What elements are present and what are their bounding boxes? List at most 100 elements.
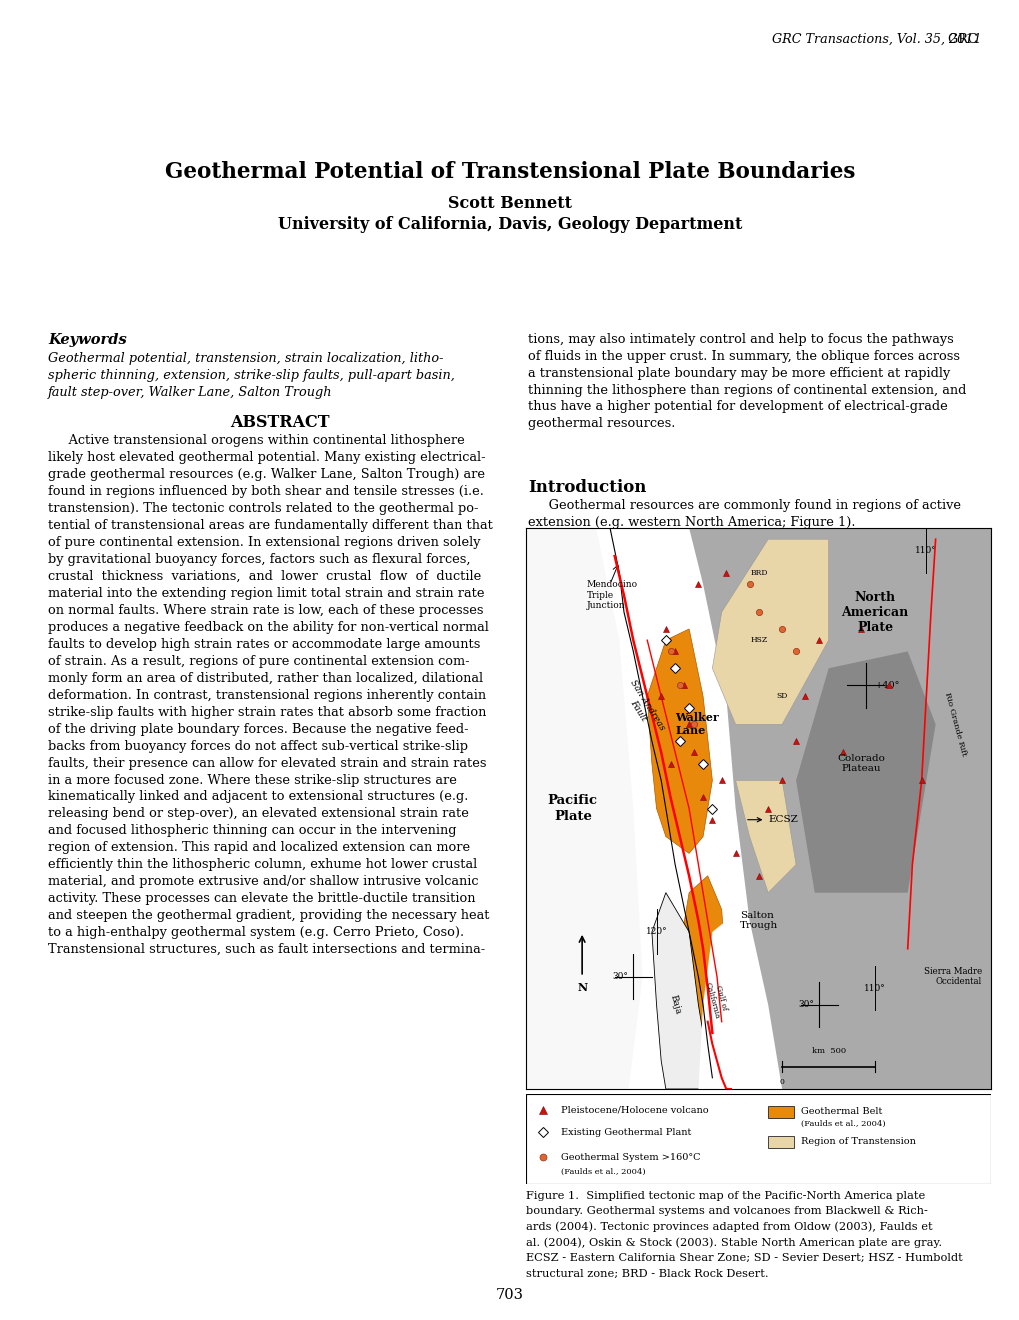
Text: to a high-enthalpy geothermal system (e.g. Cerro Prieto, Coso).: to a high-enthalpy geothermal system (e.… xyxy=(48,927,464,939)
Text: 120°: 120° xyxy=(645,928,666,936)
Text: North
American
Plate: North American Plate xyxy=(841,590,908,634)
Text: of pure continental extension. In extensional regions driven solely: of pure continental extension. In extens… xyxy=(48,536,480,549)
Text: BRD: BRD xyxy=(749,569,767,577)
Text: a transtensional plate boundary may be more efficient at rapidly: a transtensional plate boundary may be m… xyxy=(528,367,950,380)
Bar xyxy=(767,1106,793,1118)
Text: thinning the lithosphere than regions of continental extension, and: thinning the lithosphere than regions of… xyxy=(528,384,966,396)
Text: Figure 1.  Simplified tectonic map of the Pacific-North America plate: Figure 1. Simplified tectonic map of the… xyxy=(526,1191,924,1201)
Text: on normal faults. Where strain rate is low, each of these processes: on normal faults. Where strain rate is l… xyxy=(48,605,483,616)
Text: km  500: km 500 xyxy=(811,1047,845,1056)
Text: of the driving plate boundary forces. Because the negative feed-: of the driving plate boundary forces. Be… xyxy=(48,722,468,735)
Text: Existing Geothermal Plant: Existing Geothermal Plant xyxy=(560,1127,691,1137)
Polygon shape xyxy=(795,652,934,892)
Text: Colorado
Plateau: Colorado Plateau xyxy=(837,754,884,774)
Text: +40°: +40° xyxy=(874,681,900,689)
Text: SD: SD xyxy=(775,692,787,701)
Text: grade geothermal resources (e.g. Walker Lane, Salton Trough) are: grade geothermal resources (e.g. Walker … xyxy=(48,469,484,482)
Text: by gravitational buoyancy forces, factors such as flexural forces,: by gravitational buoyancy forces, factor… xyxy=(48,553,470,566)
Polygon shape xyxy=(651,892,707,1089)
Text: of strain. As a result, regions of pure continental extension com-: of strain. As a result, regions of pure … xyxy=(48,655,469,668)
Polygon shape xyxy=(647,630,711,854)
Text: Rio Grande Rift: Rio Grande Rift xyxy=(943,692,967,758)
Text: Scott Bennett: Scott Bennett xyxy=(447,195,572,213)
Text: boundary. Geothermal systems and volcanoes from Blackwell & Rich-: boundary. Geothermal systems and volcano… xyxy=(526,1206,927,1216)
Text: in a more focused zone. Where these strike-slip structures are: in a more focused zone. Where these stri… xyxy=(48,774,457,787)
Text: Mendocino
Triple
Junction: Mendocino Triple Junction xyxy=(586,581,637,610)
Text: Sierra Madre
Occidental: Sierra Madre Occidental xyxy=(923,968,981,986)
Text: activity. These processes can elevate the brittle-ductile transition: activity. These processes can elevate th… xyxy=(48,892,475,906)
Text: Geothermal Potential of Transtensional Plate Boundaries: Geothermal Potential of Transtensional P… xyxy=(165,161,854,183)
Text: San Andreas
Fault: San Andreas Fault xyxy=(619,678,665,737)
Text: Salton
Trough: Salton Trough xyxy=(740,911,777,931)
Text: geothermal resources.: geothermal resources. xyxy=(528,417,675,430)
Text: deformation. In contrast, transtensional regions inherently contain: deformation. In contrast, transtensional… xyxy=(48,689,486,702)
Polygon shape xyxy=(679,876,726,1032)
Text: GRC Transactions, Vol. 35, 2011: GRC Transactions, Vol. 35, 2011 xyxy=(771,33,980,46)
Text: crustal  thickness  variations,  and  lower  crustal  flow  of  ductile: crustal thickness variations, and lower … xyxy=(48,570,481,583)
Text: ECSZ: ECSZ xyxy=(747,816,797,824)
Text: of fluids in the upper crust. In summary, the oblique forces across: of fluids in the upper crust. In summary… xyxy=(528,350,960,363)
Polygon shape xyxy=(735,780,795,892)
Text: fault step-over, Walker Lane, Salton Trough: fault step-over, Walker Lane, Salton Tro… xyxy=(48,387,332,400)
Text: strike-slip faults with higher strain rates that absorb some fraction: strike-slip faults with higher strain ra… xyxy=(48,706,486,718)
Text: Walker
Lane: Walker Lane xyxy=(675,713,718,737)
Text: 110°: 110° xyxy=(914,546,936,554)
Text: kinematically linked and adjacent to extensional structures (e.g.: kinematically linked and adjacent to ext… xyxy=(48,791,468,804)
Text: Geothermal resources are commonly found in regions of active: Geothermal resources are commonly found … xyxy=(528,499,961,512)
Text: found in regions influenced by both shear and tensile stresses (i.e.: found in regions influenced by both shea… xyxy=(48,486,483,498)
Text: HSZ: HSZ xyxy=(750,636,766,644)
Text: produces a negative feedback on the ability for non-vertical normal: produces a negative feedback on the abil… xyxy=(48,620,488,634)
Polygon shape xyxy=(526,528,642,1089)
Text: faults, their presence can allow for elevated strain and strain rates: faults, their presence can allow for ele… xyxy=(48,756,486,770)
Text: likely host elevated geothermal potential. Many existing electrical-: likely host elevated geothermal potentia… xyxy=(48,451,485,465)
Text: structural zone; BRD - Black Rock Desert.: structural zone; BRD - Black Rock Desert… xyxy=(526,1269,768,1279)
Text: spheric thinning, extension, strike-slip faults, pull-apart basin,: spheric thinning, extension, strike-slip… xyxy=(48,370,454,383)
Text: 0: 0 xyxy=(779,1077,784,1086)
Text: and steepen the geothermal gradient, providing the necessary heat: and steepen the geothermal gradient, pro… xyxy=(48,909,489,923)
Text: ards (2004). Tectonic provinces adapted from Oldow (2003), Faulds et: ards (2004). Tectonic provinces adapted … xyxy=(526,1222,932,1233)
Text: Keywords: Keywords xyxy=(48,333,126,347)
Text: al. (2004), Oskin & Stock (2003). Stable North American plate are gray.: al. (2004), Oskin & Stock (2003). Stable… xyxy=(526,1237,942,1247)
Text: tential of transtensional areas are fundamentally different than that: tential of transtensional areas are fund… xyxy=(48,519,492,532)
Text: backs from buoyancy forces do not affect sub-vertical strike-slip: backs from buoyancy forces do not affect… xyxy=(48,739,468,752)
Polygon shape xyxy=(689,528,990,1089)
Text: transtension). The tectonic controls related to the geothermal po-: transtension). The tectonic controls rel… xyxy=(48,502,478,515)
Text: Introduction: Introduction xyxy=(528,479,646,496)
Polygon shape xyxy=(711,539,827,725)
Text: material into the extending region limit total strain and strain rate: material into the extending region limit… xyxy=(48,587,484,599)
Text: 110°: 110° xyxy=(863,983,886,993)
Text: Pleistocene/Holocene volcano: Pleistocene/Holocene volcano xyxy=(560,1105,708,1114)
Text: tions, may also intimately control and help to focus the pathways: tions, may also intimately control and h… xyxy=(528,333,953,346)
Text: Geothermal Belt: Geothermal Belt xyxy=(800,1106,881,1115)
Text: Baja: Baja xyxy=(667,994,682,1015)
Text: releasing bend or step-over), an elevated extensional strain rate: releasing bend or step-over), an elevate… xyxy=(48,808,469,821)
Text: extension (e.g. western North America; Figure 1).: extension (e.g. western North America; F… xyxy=(528,516,855,529)
Text: thus have a higher potential for development of electrical-grade: thus have a higher potential for develop… xyxy=(528,400,948,413)
Polygon shape xyxy=(698,921,735,1089)
Text: (Faulds et al., 2004): (Faulds et al., 2004) xyxy=(800,1119,884,1127)
Text: (Faulds et al., 2004): (Faulds et al., 2004) xyxy=(560,1168,645,1176)
Text: 30°: 30° xyxy=(798,1001,814,1010)
Text: and focused lithospheric thinning can occur in the intervening: and focused lithospheric thinning can oc… xyxy=(48,825,455,837)
Text: ECSZ - Eastern California Shear Zone; SD - Sevier Desert; HSZ - Humboldt: ECSZ - Eastern California Shear Zone; SD… xyxy=(526,1253,962,1263)
Text: material, and promote extrusive and/or shallow intrusive volcanic: material, and promote extrusive and/or s… xyxy=(48,875,478,888)
Text: Geothermal System >160°C: Geothermal System >160°C xyxy=(560,1152,700,1162)
Text: Transtensional structures, such as fault intersections and termina-: Transtensional structures, such as fault… xyxy=(48,944,485,956)
Text: N: N xyxy=(577,982,587,994)
Text: University of California, Davis, Geology Department: University of California, Davis, Geology… xyxy=(277,216,742,234)
Text: Region of Transtension: Region of Transtension xyxy=(800,1137,915,1146)
Text: 30°: 30° xyxy=(612,973,628,981)
Text: ABSTRACT: ABSTRACT xyxy=(230,414,329,432)
Text: 703: 703 xyxy=(495,1288,524,1303)
Text: Active transtensional orogens within continental lithosphere: Active transtensional orogens within con… xyxy=(48,434,465,447)
Text: region of extension. This rapid and localized extension can more: region of extension. This rapid and loca… xyxy=(48,841,470,854)
Text: Geothermal potential, transtension, strain localization, litho-: Geothermal potential, transtension, stra… xyxy=(48,352,443,366)
Text: monly form an area of distributed, rather than localized, dilational: monly form an area of distributed, rathe… xyxy=(48,672,483,685)
Text: Pacific
Plate: Pacific Plate xyxy=(547,795,597,822)
FancyBboxPatch shape xyxy=(526,1094,990,1184)
Text: efficiently thin the lithospheric column, exhume hot lower crustal: efficiently thin the lithospheric column… xyxy=(48,858,477,871)
Text: faults to develop high strain rates or accommodate large amounts: faults to develop high strain rates or a… xyxy=(48,638,480,651)
Text: Gulf of
California: Gulf of California xyxy=(703,979,730,1019)
Text: GRC: GRC xyxy=(947,33,980,46)
Bar xyxy=(767,1135,793,1148)
